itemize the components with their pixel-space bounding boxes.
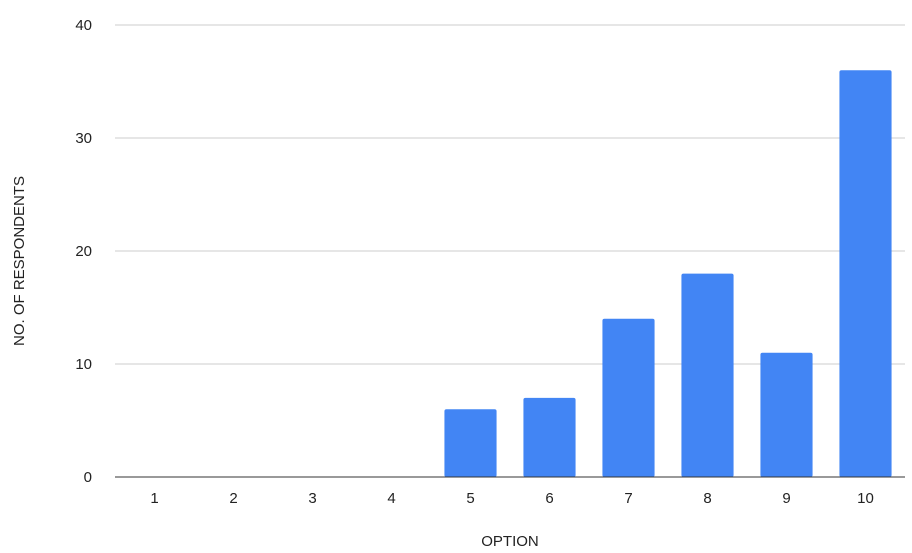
- bar-option-6: [523, 397, 576, 477]
- gridlines: [115, 24, 905, 365]
- y-tick-label: 0: [84, 469, 92, 486]
- bar-option-10: [839, 70, 892, 477]
- y-axis-ticks: 0 10 20 30 40: [75, 17, 92, 486]
- x-tick-label: 1: [150, 490, 158, 507]
- y-tick-label: 30: [75, 130, 92, 147]
- x-tick-label: 5: [466, 490, 474, 507]
- x-tick-label: 3: [308, 490, 316, 507]
- x-tick-label: 4: [387, 490, 395, 507]
- bar-option-5: [444, 409, 497, 477]
- y-tick-label: 20: [75, 243, 92, 260]
- x-tick-label: 2: [229, 490, 237, 507]
- y-tick-label: 10: [75, 356, 92, 373]
- x-tick-label: 9: [782, 490, 790, 507]
- bars: [444, 70, 892, 477]
- x-tick-label: 7: [624, 490, 632, 507]
- y-tick-label: 40: [75, 17, 92, 34]
- bar-option-7: [602, 318, 655, 477]
- bar-option-8: [681, 273, 734, 477]
- x-tick-label: 6: [545, 490, 553, 507]
- x-axis-ticks: 1 2 3 4 5 6 7 8 9 10: [150, 490, 874, 507]
- x-axis-title: OPTION: [481, 533, 539, 550]
- x-tick-label: 8: [703, 490, 711, 507]
- x-tick-label: 10: [857, 490, 874, 507]
- bar-option-9: [760, 352, 813, 477]
- y-axis-title: NO. OF RESPONDENTS: [11, 176, 28, 346]
